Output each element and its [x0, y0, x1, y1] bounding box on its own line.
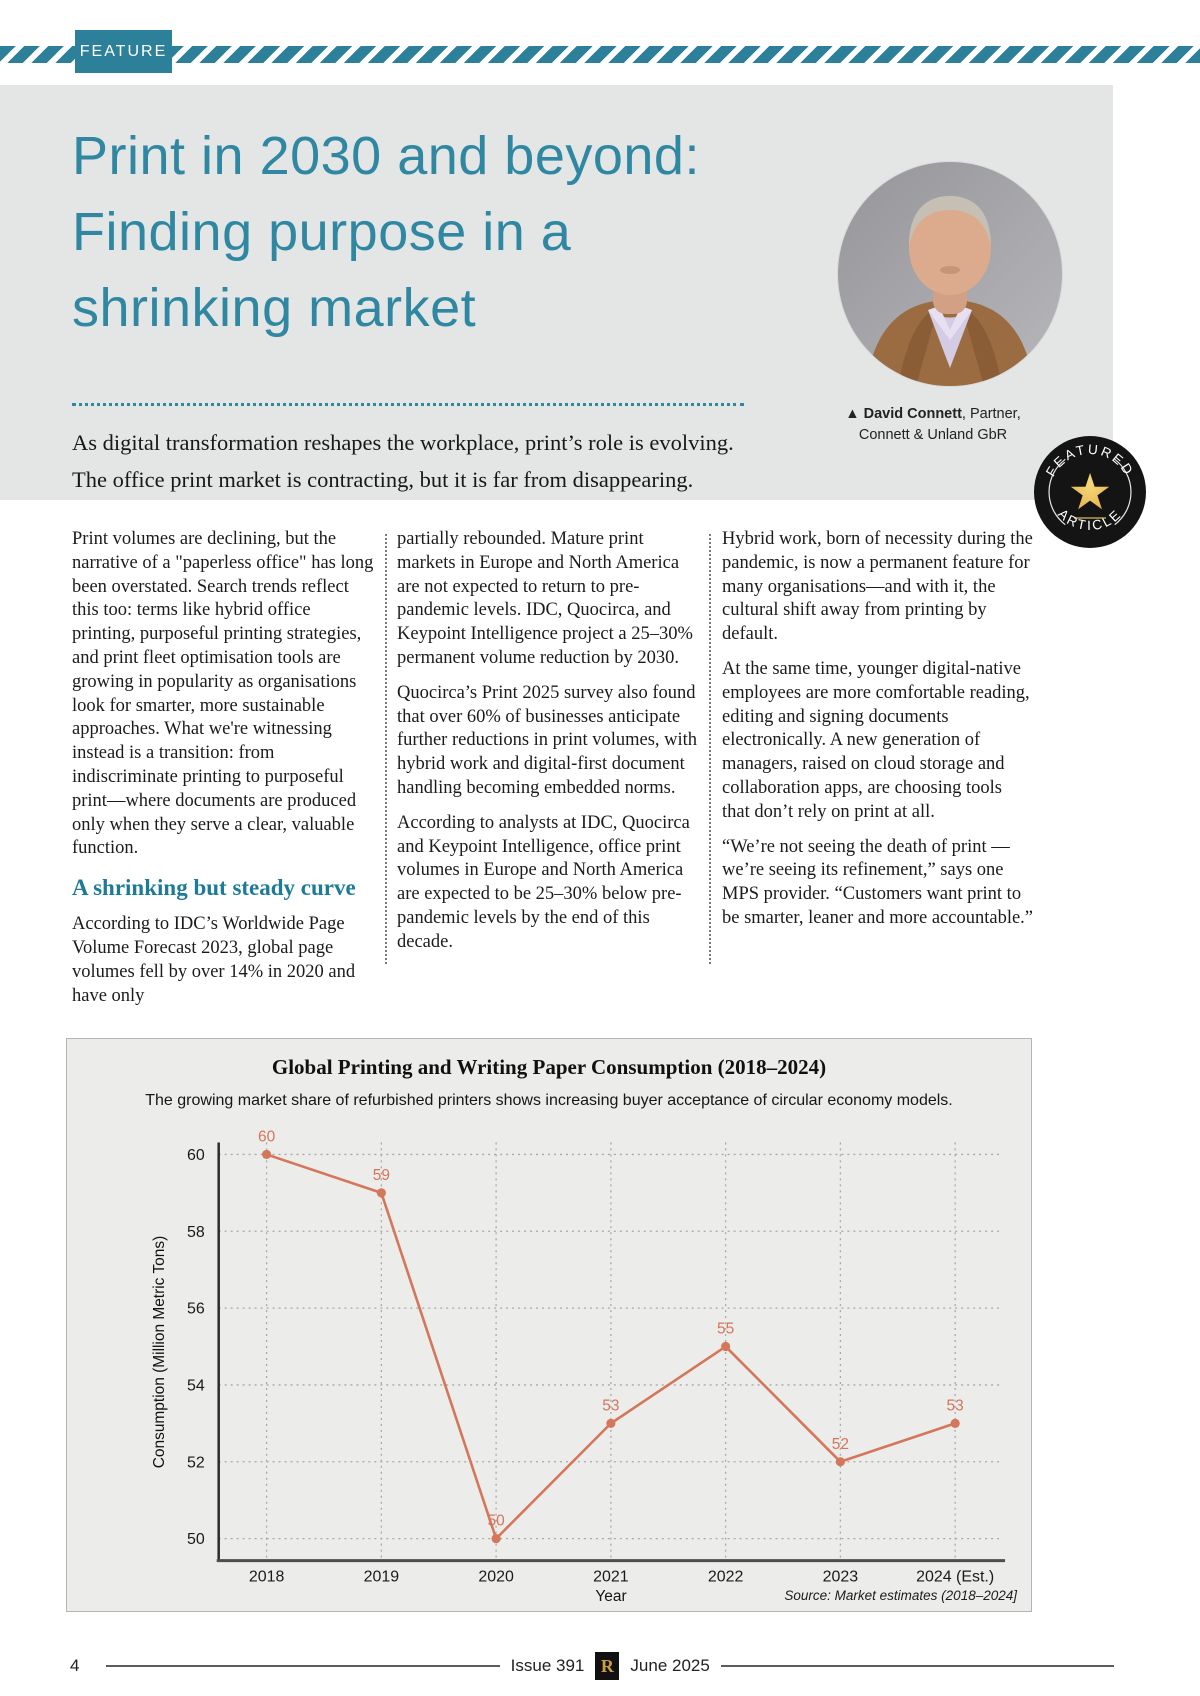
svg-text:2019: 2019: [364, 1569, 400, 1586]
intro-text: As digital transformation reshapes the w…: [72, 424, 872, 498]
page-title: Print in 2030 and beyond: Finding purpos…: [72, 118, 700, 346]
body-paragraph: partially rebounded. Mature print market…: [397, 529, 693, 668]
body-paragraph: Print volumes are declining, but the nar…: [72, 529, 374, 859]
column-2: partially rebounded. Mature print market…: [397, 528, 699, 966]
author-name: David Connett: [863, 406, 962, 422]
chart-x-axis-label: Year: [595, 1588, 627, 1605]
svg-text:60: 60: [187, 1147, 205, 1164]
feature-tag-label: FEATURE: [79, 42, 168, 60]
intro-line2: The office print market is contracting, …: [72, 467, 694, 492]
issue-date: June 2025: [630, 1656, 710, 1675]
footer-rule: [720, 1665, 1115, 1667]
page-footer: 4 Issue 391 R June 2025: [70, 1652, 1115, 1680]
svg-text:53: 53: [947, 1397, 964, 1414]
intro-line1: As digital transformation reshapes the w…: [72, 430, 734, 455]
chart-panel: Global Printing and Writing Paper Consum…: [66, 1038, 1032, 1612]
author-photo: [838, 162, 1062, 386]
svg-text:52: 52: [187, 1454, 205, 1471]
page-number: 4: [70, 1656, 80, 1675]
section-heading: A shrinking but steady curve: [72, 875, 356, 901]
featured-article-badge: FEATURED ★ ARTICLE: [1032, 434, 1148, 550]
star-icon: ★: [1068, 464, 1113, 520]
author-caption: ▲ David Connett, Partner, Connett & Unla…: [808, 404, 1058, 446]
column-divider: [385, 534, 387, 964]
issue-label: Issue 391: [510, 1656, 585, 1675]
svg-text:50: 50: [187, 1531, 205, 1548]
svg-text:2023: 2023: [823, 1569, 859, 1586]
chart-title: Global Printing and Writing Paper Consum…: [271, 1055, 827, 1079]
author-caption-line1: ▲ David Connett, Partner,: [808, 404, 1058, 425]
badge-graphic: FEATURED ★ ARTICLE: [1034, 436, 1146, 548]
body-paragraph: According to analysts at IDC, Quocirca a…: [397, 812, 690, 952]
svg-text:2018: 2018: [249, 1569, 285, 1586]
body-paragraph: “We’re not seeing the death of print —we…: [722, 836, 1034, 928]
body-paragraph: At the same time, younger digital-native…: [722, 658, 1030, 822]
svg-text:58: 58: [187, 1224, 205, 1241]
body-paragraph: Quocirca’s Print 2025 survey also found …: [397, 682, 698, 798]
author-photo-graphic: [838, 162, 1062, 386]
svg-text:59: 59: [373, 1167, 390, 1184]
svg-text:55: 55: [717, 1321, 734, 1338]
author-role: , Partner,: [961, 406, 1021, 422]
page-title-line3: shrinking market: [72, 278, 477, 338]
body-paragraph: According to IDC’s Worldwide Page Volume…: [72, 914, 356, 1006]
page-title-line1: Print in 2030 and beyond:: [72, 126, 700, 186]
chart-source-note: Source: Market estimates (2018–2024]: [784, 1588, 1017, 1603]
svg-text:56: 56: [187, 1301, 205, 1318]
svg-text:60: 60: [258, 1128, 275, 1145]
column-3: Hybrid work, born of necessity during th…: [722, 528, 1034, 942]
author-org: Connett & Unland GbR: [858, 427, 1008, 443]
column-1: Print volumes are declining, but the nar…: [72, 528, 377, 1019]
feature-tag: FEATURE: [75, 30, 172, 73]
footer-rule: [106, 1665, 500, 1667]
svg-text:Consumption (Million Metric To: Consumption (Million Metric Tons): [151, 1236, 168, 1468]
chart-subtitle: The growing market share of refurbished …: [145, 1092, 953, 1109]
body-paragraph: Hybrid work, born of necessity during th…: [722, 529, 1033, 645]
column-divider: [709, 534, 711, 964]
magazine-logo: R: [595, 1652, 620, 1680]
triangle-icon: ▲: [845, 406, 860, 422]
svg-text:50: 50: [488, 1513, 505, 1530]
page-title-line2: Finding purpose in a: [72, 202, 572, 262]
dotted-divider: [72, 403, 744, 406]
svg-text:53: 53: [602, 1397, 619, 1414]
svg-text:2021: 2021: [593, 1569, 629, 1586]
svg-text:2024 (Est.): 2024 (Est.): [916, 1569, 994, 1586]
svg-text:54: 54: [187, 1377, 205, 1394]
chart-canvas: 50 52 54 56 58 60 2018 2019 2020 2021 2022 2023 2024…: [151, 1128, 1006, 1586]
diagonal-stripe-band: [0, 46, 1200, 63]
svg-text:2022: 2022: [708, 1569, 744, 1586]
svg-text:2020: 2020: [478, 1569, 514, 1586]
svg-text:52: 52: [832, 1436, 849, 1453]
